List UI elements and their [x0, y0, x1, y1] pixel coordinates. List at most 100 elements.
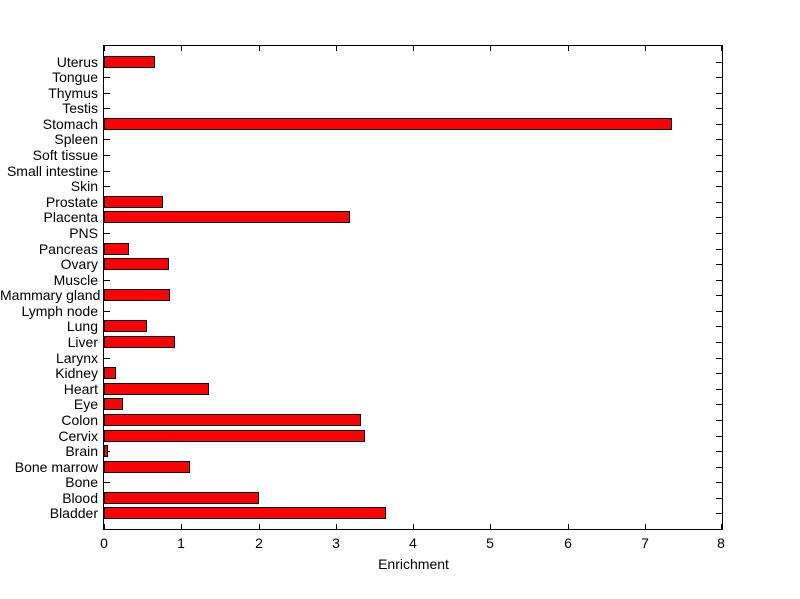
- y-tick-right: [716, 217, 722, 218]
- x-tick-top: [413, 46, 414, 51]
- y-tick-label-brain: Brain: [65, 443, 98, 459]
- x-tick-label-8: 8: [717, 535, 725, 551]
- bar-prostate: [104, 196, 163, 208]
- y-tick-right: [716, 513, 722, 514]
- y-tick-right: [716, 498, 722, 499]
- y-tick-label-kidney: Kidney: [55, 365, 98, 381]
- y-tick-label-tongue: Tongue: [52, 69, 98, 85]
- y-tick-right: [716, 358, 722, 359]
- y-tick-right: [716, 155, 722, 156]
- x-tick-label-0: 0: [100, 535, 108, 551]
- y-tick-left: [104, 311, 110, 312]
- y-tick-label-eye: Eye: [73, 396, 98, 412]
- y-tick-label-testis: Testis: [62, 100, 98, 116]
- bar-kidney: [104, 367, 116, 379]
- y-tick-left: [104, 358, 110, 359]
- y-tick-right: [716, 124, 722, 125]
- y-tick-label-bone: Bone: [65, 474, 98, 490]
- y-tick-left: [104, 233, 110, 234]
- bar-ovary: [104, 258, 169, 270]
- x-tick-bottom: [645, 524, 646, 529]
- y-tick-right: [716, 342, 722, 343]
- x-tick-bottom: [259, 524, 260, 529]
- y-tick-right: [716, 264, 722, 265]
- y-tick-label-larynx: Larynx: [55, 350, 98, 366]
- y-tick-label-spleen: Spleen: [54, 131, 98, 147]
- y-tick-right: [716, 311, 722, 312]
- bar-placenta: [104, 211, 350, 223]
- y-tick-label-mammary-gland: Mammary gland: [0, 287, 101, 303]
- y-tick-label-bone-marrow: Bone marrow: [14, 459, 98, 475]
- x-tick-label-5: 5: [486, 535, 494, 551]
- y-tick-label-heart: Heart: [63, 381, 98, 397]
- y-tick-label-muscle: Muscle: [53, 272, 98, 288]
- y-tick-label-lymph-node: Lymph node: [21, 303, 98, 319]
- bar-pancreas: [104, 243, 129, 255]
- x-tick-top: [568, 46, 569, 51]
- y-tick-right: [716, 482, 722, 483]
- y-tick-right: [716, 202, 722, 203]
- y-tick-right: [716, 186, 722, 187]
- bar-uterus: [104, 56, 155, 68]
- y-tick-label-colon: Colon: [61, 412, 98, 428]
- y-tick-right: [716, 451, 722, 452]
- x-tick-label-7: 7: [641, 535, 649, 551]
- y-tick-right: [716, 373, 722, 374]
- y-tick-label-bladder: Bladder: [49, 505, 98, 521]
- x-tick-label-6: 6: [564, 535, 572, 551]
- bar-colon: [104, 414, 361, 426]
- bar-lung: [104, 320, 147, 332]
- x-tick-bottom: [104, 524, 105, 529]
- y-tick-right: [716, 420, 722, 421]
- y-tick-right: [716, 249, 722, 250]
- x-tick-bottom: [181, 524, 182, 529]
- bar-bone-marrow: [104, 461, 190, 473]
- y-tick-label-soft-tissue: Soft tissue: [32, 147, 98, 163]
- y-tick-right: [716, 280, 722, 281]
- x-tick-top: [645, 46, 646, 51]
- x-tick-label-3: 3: [332, 535, 340, 551]
- y-tick-left: [104, 93, 110, 94]
- x-tick-top: [721, 46, 722, 51]
- y-tick-label-pancreas: Pancreas: [38, 241, 98, 257]
- y-tick-right: [716, 404, 722, 405]
- y-tick-label-ovary: Ovary: [60, 256, 98, 272]
- y-tick-label-uterus: Uterus: [56, 54, 98, 70]
- plot-area: [103, 45, 723, 530]
- y-tick-label-placenta: Placenta: [43, 209, 98, 225]
- y-tick-left: [104, 77, 110, 78]
- y-tick-label-blood: Blood: [62, 490, 98, 506]
- x-tick-bottom: [568, 524, 569, 529]
- y-tick-label-skin: Skin: [70, 178, 98, 194]
- bar-mammary-gland: [104, 289, 170, 301]
- bar-brain: [104, 445, 108, 457]
- bar-cervix: [104, 430, 365, 442]
- y-tick-left: [104, 108, 110, 109]
- y-tick-label-liver: Liver: [67, 334, 98, 350]
- x-tick-bottom: [721, 524, 722, 529]
- bar-heart: [104, 383, 209, 395]
- y-tick-right: [716, 77, 722, 78]
- y-tick-right: [716, 436, 722, 437]
- x-axis-title: Enrichment: [378, 556, 449, 572]
- y-tick-right: [716, 108, 722, 109]
- y-tick-right: [716, 467, 722, 468]
- y-tick-right: [716, 233, 722, 234]
- y-tick-label-small-intestine: Small intestine: [6, 163, 98, 179]
- x-tick-top: [181, 46, 182, 51]
- bar-bladder: [104, 507, 386, 519]
- y-tick-right: [716, 171, 722, 172]
- x-tick-bottom: [413, 524, 414, 529]
- bar-stomach: [104, 118, 672, 130]
- x-tick-top: [259, 46, 260, 51]
- x-tick-label-1: 1: [177, 535, 185, 551]
- y-tick-left: [104, 482, 110, 483]
- y-tick-label-lung: Lung: [66, 318, 98, 334]
- y-tick-right: [716, 326, 722, 327]
- y-tick-right: [716, 295, 722, 296]
- y-tick-right: [716, 93, 722, 94]
- y-tick-right: [716, 62, 722, 63]
- y-tick-label-thymus: Thymus: [48, 85, 98, 101]
- y-tick-label-stomach: Stomach: [42, 116, 98, 132]
